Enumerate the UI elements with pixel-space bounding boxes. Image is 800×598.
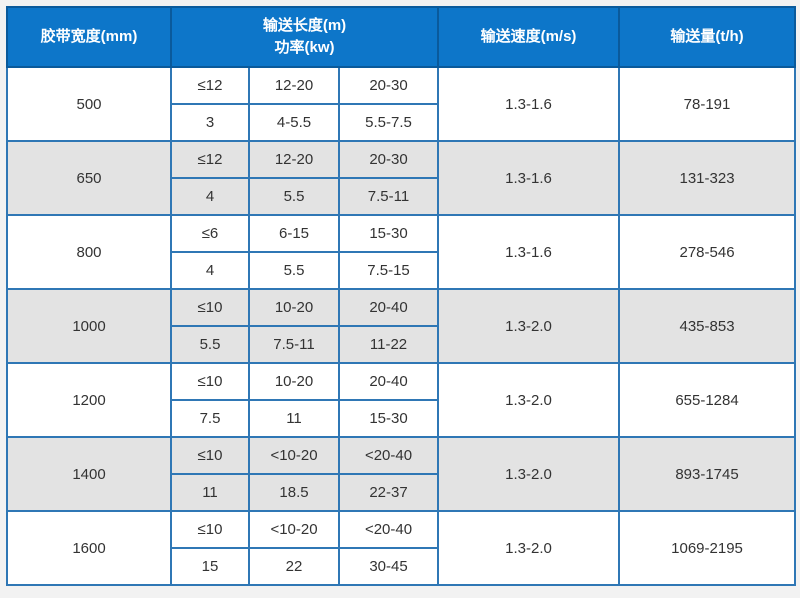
capacity-cell: 435-853: [618, 288, 797, 364]
power-cell-2: 7.5-11: [248, 325, 340, 364]
speed-cell: 1.3-1.6: [437, 66, 621, 142]
length-cell-1: ≤10: [170, 362, 250, 401]
length-cell-3: 15-30: [337, 214, 440, 253]
table-row-power: 5.5 7.5-11 11-22: [7, 325, 795, 364]
table-row-power: 15 22 30-45: [7, 547, 795, 586]
table-row-length: 1400 ≤10 <10-20 <20-40 1.3-2.0 893-1745: [6, 436, 797, 512]
power-cell-3: 7.5-11: [337, 177, 440, 216]
table-header: 胶带宽度(mm) 输送长度(m) 功率(kw) 输送速度(m/s) 输送量(t/…: [6, 6, 797, 68]
table-row-power: 7.5 11 15-30: [7, 399, 795, 438]
header-row: 胶带宽度(mm) 输送长度(m) 功率(kw) 输送速度(m/s) 输送量(t/…: [6, 6, 797, 68]
length-cell-3: 20-40: [337, 362, 440, 401]
belt-width-cell: 1200: [6, 362, 172, 438]
header-power-line: 功率(kw): [274, 39, 335, 56]
power-cell-1: 15: [170, 547, 250, 586]
power-cell-3: 15-30: [337, 399, 440, 438]
power-cell-3: 5.5-7.5: [337, 103, 440, 142]
length-cell-1: ≤12: [170, 140, 250, 179]
belt-width-cell: 1000: [6, 288, 172, 364]
belt-width-cell: 800: [6, 214, 172, 290]
length-cell-1: ≤10: [170, 510, 250, 549]
length-cell-3: <20-40: [337, 436, 440, 475]
capacity-cell: 78-191: [618, 66, 797, 142]
table-row-power: 11 18.5 22-37: [7, 473, 795, 512]
speed-cell: 1.3-2.0: [437, 436, 621, 512]
capacity-cell: 655-1284: [618, 362, 797, 438]
length-cell-2: 12-20: [248, 140, 340, 179]
length-cell-1: ≤12: [170, 66, 250, 105]
header-length-power: 输送长度(m) 功率(kw): [169, 6, 440, 68]
belt-width-cell: 1400: [6, 436, 172, 512]
table-row-power: 4 5.5 7.5-11: [7, 177, 795, 216]
power-cell-2: 22: [248, 547, 340, 586]
power-cell-3: 11-22: [337, 325, 440, 364]
power-cell-3: 22-37: [337, 473, 440, 512]
speed-cell: 1.3-2.0: [437, 288, 621, 364]
power-cell-2: 5.5: [248, 177, 340, 216]
length-cell-2: 6-15: [248, 214, 340, 253]
table-row-length: 1200 ≤10 10-20 20-40 1.3-2.0 655-1284: [6, 362, 797, 438]
speed-cell: 1.3-1.6: [437, 140, 621, 216]
capacity-cell: 1069-2195: [618, 510, 797, 586]
table-row-length: 1000 ≤10 10-20 20-40 1.3-2.0 435-853: [6, 288, 797, 364]
power-cell-2: 5.5: [248, 251, 340, 290]
length-cell-3: 20-30: [337, 140, 440, 179]
length-cell-2: <10-20: [248, 436, 340, 475]
power-cell-2: 18.5: [248, 473, 340, 512]
capacity-cell: 893-1745: [618, 436, 797, 512]
power-cell-2: 4-5.5: [248, 103, 340, 142]
length-cell-2: 10-20: [248, 288, 340, 327]
table-row-power: 3 4-5.5 5.5-7.5: [7, 103, 795, 142]
table-row-length: 800 ≤6 6-15 15-30 1.3-1.6 278-546: [6, 214, 797, 290]
table-row-length: 500 ≤12 12-20 20-30 1.3-1.6 78-191: [6, 66, 797, 142]
table-row-power: 4 5.5 7.5-15: [7, 251, 795, 290]
speed-cell: 1.3-2.0: [437, 362, 621, 438]
length-cell-1: ≤10: [170, 436, 250, 475]
table-row-length: 650 ≤12 12-20 20-30 1.3-1.6 131-323: [6, 140, 797, 216]
length-cell-3: 20-30: [337, 66, 440, 105]
power-cell-3: 7.5-15: [337, 251, 440, 290]
power-cell-1: 4: [170, 251, 250, 290]
belt-width-cell: 650: [6, 140, 172, 216]
table-row-length: 1600 ≤10 <10-20 <20-40 1.3-2.0 1069-2195: [6, 510, 797, 586]
power-cell-1: 5.5: [170, 325, 250, 364]
length-cell-2: 10-20: [248, 362, 340, 401]
header-belt-width: 胶带宽度(mm): [6, 6, 172, 68]
speed-cell: 1.3-2.0: [437, 510, 621, 586]
table-body: 500 ≤12 12-20 20-30 1.3-1.6 78-191 3 4-5…: [6, 66, 797, 586]
length-cell-3: <20-40: [337, 510, 440, 549]
power-cell-1: 11: [170, 473, 250, 512]
power-cell-1: 7.5: [170, 399, 250, 438]
capacity-cell: 278-546: [618, 214, 797, 290]
length-cell-2: <10-20: [248, 510, 340, 549]
power-cell-3: 30-45: [337, 547, 440, 586]
conveyor-spec-table: 胶带宽度(mm) 输送长度(m) 功率(kw) 输送速度(m/s) 输送量(t/…: [6, 6, 797, 586]
belt-width-cell: 1600: [6, 510, 172, 586]
power-cell-1: 4: [170, 177, 250, 216]
power-cell-1: 3: [170, 103, 250, 142]
header-length-line: 输送长度(m): [262, 17, 347, 35]
length-cell-3: 20-40: [337, 288, 440, 327]
length-cell-1: ≤6: [170, 214, 250, 253]
belt-width-cell: 500: [6, 66, 172, 142]
length-cell-2: 12-20: [248, 66, 340, 105]
header-speed: 输送速度(m/s): [437, 6, 621, 68]
capacity-cell: 131-323: [618, 140, 797, 216]
speed-cell: 1.3-1.6: [437, 214, 621, 290]
header-capacity: 输送量(t/h): [618, 6, 797, 68]
power-cell-2: 11: [248, 399, 340, 438]
length-cell-1: ≤10: [170, 288, 250, 327]
